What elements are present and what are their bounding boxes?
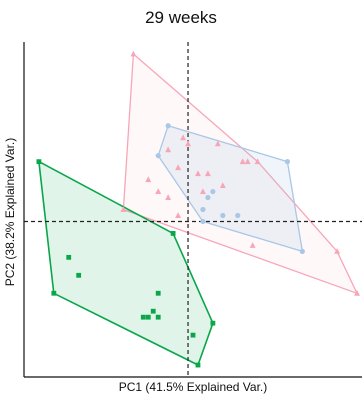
series-1-point-21 [354,289,360,296]
series-2-point-2 [155,153,161,159]
series-3-point-1 [36,159,42,165]
series-2-point-4 [205,194,211,201]
series-2-point-7 [200,218,206,225]
series-3-point-11 [195,362,201,368]
series-1-point-1 [130,50,137,57]
series-1-point-4 [155,188,162,194]
series-1-point-5 [165,146,172,153]
series-1-point-6 [165,194,172,200]
series-1-point-9 [180,134,186,141]
series-3-point-6 [140,314,146,320]
series-3-point-12 [190,332,196,338]
series-2-point-10 [299,248,305,254]
series-2-point-8 [235,212,241,219]
series-1-point-16 [239,158,246,165]
chart-title: 29 weeks [145,8,217,27]
series-2-point-3 [210,188,216,195]
series-3-point-3 [66,254,72,260]
series-2-point-5 [200,206,206,213]
series-3-point-8 [145,314,151,320]
series-1-point-10 [185,140,191,147]
series-3-point-9 [155,314,161,320]
series-2-point-6 [220,212,226,219]
series-3-point-10 [170,231,176,236]
series-1-point-3 [145,176,152,183]
series-3-point-4 [76,272,82,278]
series-1-point-14 [214,140,221,147]
series-1-point-11 [195,170,201,177]
series-2-hull [157,125,304,253]
series-1-point-19 [249,242,256,248]
series-1-point-18 [254,158,261,165]
y-axis-label: PC2 (38.2% Explained Var.) [3,137,17,287]
series-1-point-17 [244,158,251,165]
series-1-point-20 [334,248,341,254]
x-axis-label: PC1 (41.5% Explained Var.) [118,380,268,394]
series-1-point-8 [175,212,182,218]
series-1-point-12 [200,188,206,194]
series-3-point-2 [51,290,57,296]
series-2-point-1 [165,123,171,129]
series-3-point-13 [210,320,216,326]
series-1-point-15 [219,182,226,188]
series-1-point-2 [120,206,127,212]
series-3-point-7 [150,308,156,314]
series-1-hull [122,53,358,294]
series-2-point-9 [284,159,291,165]
series-1-point-7 [175,164,182,171]
series-1-point-13 [204,170,211,177]
series-3-point-5 [155,290,161,296]
